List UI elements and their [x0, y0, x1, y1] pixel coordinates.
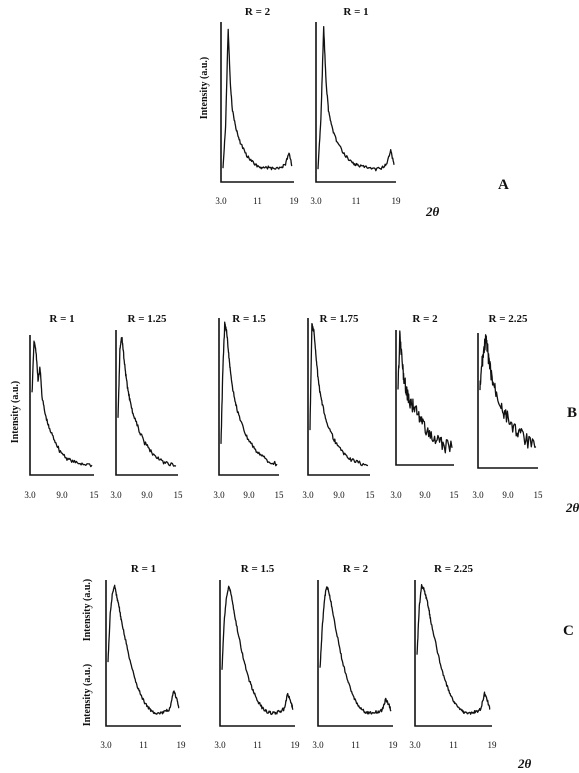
axis-lines	[414, 580, 492, 727]
x-tick-label: 9.0	[419, 490, 431, 500]
series-line	[319, 586, 392, 715]
panel-a: R = 2 3.0 11 19 R = 1 3.0 11 19 Intensity (a.u.)…	[199, 6, 509, 219]
x-tick-label: 19	[392, 196, 402, 206]
panel-b: R = 1 3.0 9.0 15 R = 1.25 3.0 9.0 15 R = 1.5 3.0 9…	[10, 313, 579, 515]
series-title: R = 1.5	[232, 313, 266, 325]
series-line	[479, 334, 537, 449]
subplot-b-4: R = 1.75 3.0 9.0 15	[302, 313, 375, 500]
x-tick-label: 3.0	[472, 490, 484, 500]
x-tick-label: 19	[488, 740, 498, 750]
series-title: R = 1	[131, 563, 156, 575]
panel-label: C	[563, 623, 574, 639]
series-line	[309, 322, 369, 467]
axis-lines	[219, 580, 295, 727]
subplot-c-2: R = 1.5 3.0 11 19	[214, 563, 300, 750]
series-title: R = 1.25	[128, 313, 167, 325]
x-tick-label: 11	[352, 196, 361, 206]
subplot-c-1: R = 1 3.0 11 19	[100, 563, 186, 750]
series-line	[220, 321, 278, 467]
x-tick-label: 3.0	[100, 740, 112, 750]
x-tick-label: 9.0	[333, 490, 345, 500]
axis-lines	[29, 335, 94, 476]
axis-lines	[315, 22, 396, 183]
x-tick-label: 11	[351, 740, 360, 750]
series-title: R = 2.25	[489, 313, 528, 325]
axis-lines	[395, 330, 454, 466]
x-tick-label: 11	[253, 196, 262, 206]
panel-label: A	[498, 177, 509, 193]
series-line	[222, 28, 293, 171]
subplot-c-3: R = 2 3.0 11 19	[312, 563, 398, 750]
axis-lines	[218, 318, 279, 476]
subplot-b-6: R = 2.25 3.0 9.0 15	[472, 313, 543, 500]
x-axis-label: 2θ	[565, 500, 579, 515]
x-tick-label: 3.0	[310, 196, 322, 206]
y-axis-label: Intensity (a.u.)	[82, 579, 93, 642]
x-tick-label: 11	[253, 740, 262, 750]
x-tick-label: 19	[291, 740, 301, 750]
x-tick-label: 9.0	[243, 490, 255, 500]
axis-lines	[105, 580, 181, 727]
x-tick-label: 11	[449, 740, 458, 750]
axis-lines	[477, 333, 538, 469]
x-tick-label: 3.0	[302, 490, 314, 500]
axis-lines	[317, 580, 393, 727]
panel-label: B	[567, 405, 577, 421]
x-tick-label: 15	[174, 490, 184, 500]
series-title: R = 2	[412, 313, 438, 325]
series-title: R = 2	[343, 563, 369, 575]
x-tick-label: 15	[450, 490, 460, 500]
series-line	[117, 336, 177, 467]
series-line	[221, 585, 294, 716]
y-axis-label: Intensity (a.u.)	[199, 57, 210, 120]
x-tick-label: 9.0	[56, 490, 68, 500]
x-tick-label: 3.0	[215, 196, 227, 206]
series-title: R = 1.5	[241, 563, 275, 575]
x-tick-label: 15	[366, 490, 376, 500]
x-tick-label: 11	[139, 740, 148, 750]
x-tick-label: 15	[90, 490, 100, 500]
y-axis-label: Intensity (a.u.)	[82, 664, 93, 727]
x-tick-label: 19	[389, 740, 399, 750]
subplot-a-2: R = 1 3.0 11 19	[310, 6, 401, 206]
axis-lines	[115, 330, 178, 476]
y-axis-label: Intensity (a.u.)	[10, 381, 21, 444]
subplot-a-1: R = 2 3.0 11 19	[215, 6, 299, 206]
series-title: R = 1	[49, 313, 74, 325]
subplot-b-5: R = 2 3.0 9.0 15	[390, 313, 459, 500]
axis-lines	[307, 318, 370, 476]
subplot-b-2: R = 1.25 3.0 9.0 15	[110, 313, 183, 500]
series-line	[31, 340, 93, 468]
x-axis-label: 2θ	[425, 204, 440, 219]
x-tick-label: 3.0	[24, 490, 36, 500]
panel-c: R = 13.0 11 19R = 1.53.0 11 19R = 23.0 11 19R …	[82, 563, 574, 771]
x-tick-label: 3.0	[390, 490, 402, 500]
x-tick-label: 9.0	[502, 490, 514, 500]
axis-lines	[220, 22, 294, 183]
x-tick-label: 3.0	[214, 740, 226, 750]
subplot-b-1: R = 1 3.0 9.0 15	[24, 313, 99, 500]
series-line	[317, 26, 395, 172]
x-tick-label: 9.0	[141, 490, 153, 500]
subplot-b-3: R = 1.5 3.0 9.0 15	[213, 313, 284, 500]
series-title: R = 1	[343, 6, 368, 18]
x-tick-label: 3.0	[312, 740, 324, 750]
x-tick-label: 3.0	[110, 490, 122, 500]
x-axis-label: 2θ	[517, 756, 532, 771]
series-title: R = 1.75	[320, 313, 359, 325]
subplot-c-4: R = 2.25 3.0 11 19	[409, 563, 497, 750]
x-tick-label: 3.0	[213, 490, 225, 500]
x-tick-label: 3.0	[409, 740, 421, 750]
series-title: R = 2.25	[434, 563, 473, 575]
series-line	[397, 330, 453, 454]
x-tick-label: 19	[177, 740, 187, 750]
x-tick-label: 15	[275, 490, 285, 500]
x-tick-label: 15	[534, 490, 544, 500]
series-line	[416, 583, 491, 715]
series-line	[107, 584, 180, 715]
series-title: R = 2	[245, 6, 271, 18]
x-tick-label: 19	[290, 196, 300, 206]
